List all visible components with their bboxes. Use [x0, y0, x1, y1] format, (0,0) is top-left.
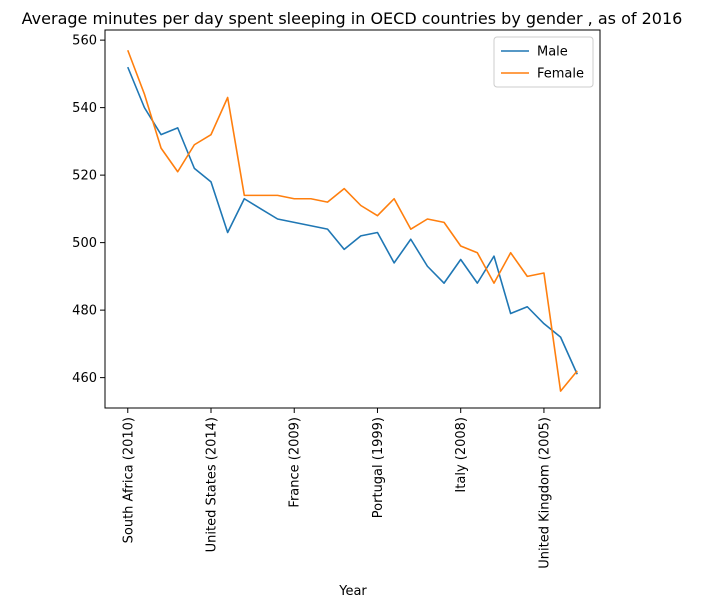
plot-frame — [104, 29, 601, 409]
y-axis: 460 480 500 520 540 560 — [72, 34, 105, 386]
legend-label-female: Female — [537, 67, 584, 82]
y-tick-label: 480 — [72, 304, 97, 319]
y-tick-label: 560 — [72, 34, 97, 49]
y-tick-label: 500 — [72, 236, 97, 251]
x-axis: South Africa (2010) United States (2014) F… — [121, 408, 552, 569]
x-tick-label: France (2009) — [288, 417, 303, 508]
y-tick-label: 460 — [72, 371, 97, 386]
legend-box — [493, 36, 594, 88]
y-tick-label: 540 — [72, 101, 97, 116]
legend: Male Female — [493, 36, 594, 88]
x-tick-label: United States (2014) — [205, 417, 220, 552]
x-tick-label: Italy (2008) — [454, 417, 469, 493]
chart-title: Average minutes per day spent sleeping i… — [22, 9, 683, 28]
x-tick-label: South Africa (2010) — [121, 417, 136, 543]
series-line-male — [127, 66, 578, 375]
y-tick-label: 520 — [72, 169, 97, 184]
legend-label-male: Male — [537, 45, 568, 60]
x-tick-label: Portugal (1999) — [371, 417, 386, 518]
plot-area — [127, 49, 578, 392]
series-line-female — [127, 49, 578, 392]
x-tick-label: United Kingdom (2005) — [537, 417, 552, 569]
x-axis-label: Year — [338, 584, 367, 599]
